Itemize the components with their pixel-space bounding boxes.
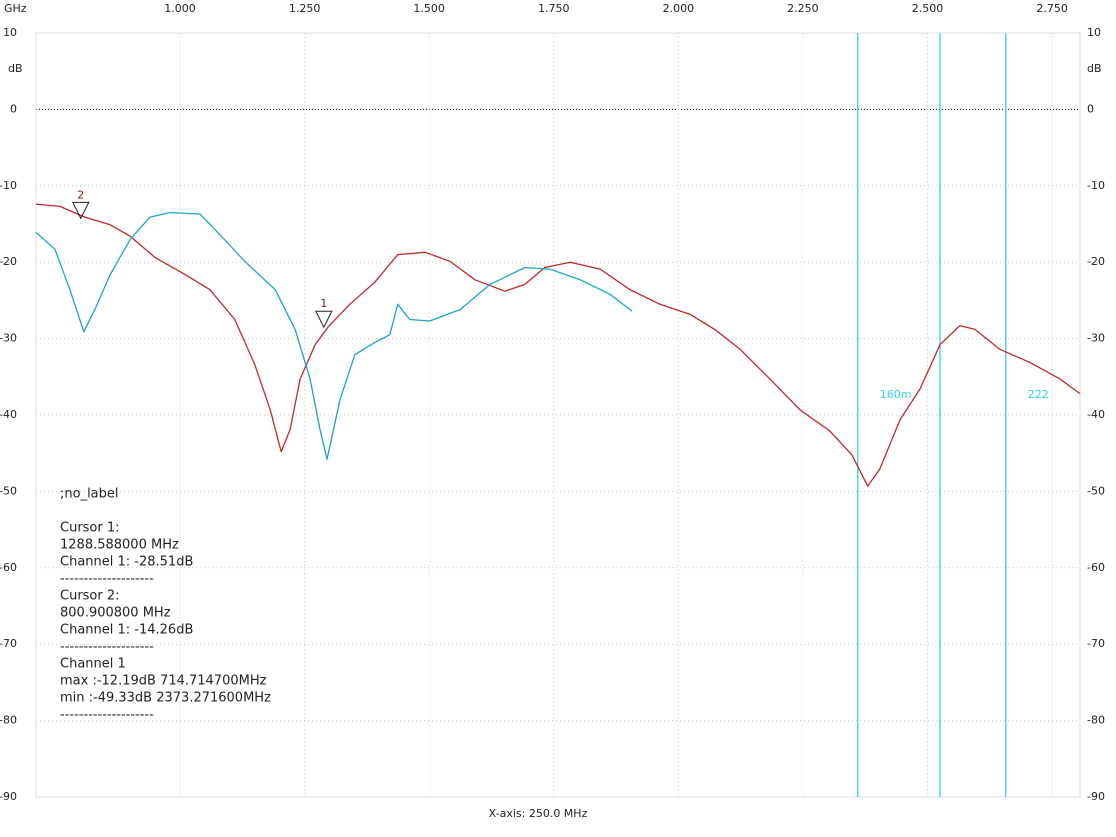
cursor-marker [71, 201, 90, 220]
annotation-line: -------------------- [60, 640, 154, 655]
cursor-marker-label: 2 [77, 188, 84, 201]
annotation-line: -------------------- [60, 572, 154, 587]
x-tick-label: 2.500 [912, 2, 944, 15]
y-unit-right: dB [1087, 62, 1102, 75]
y-tick-label-right: -60 [1087, 561, 1105, 574]
y-tick-label-right: -30 [1087, 332, 1105, 345]
annotation-line: min :-49.33dB 2373.271600MHz [60, 691, 271, 706]
y-tick-label: -20 [0, 255, 17, 268]
y-tick-label: -10 [0, 179, 17, 192]
cursor-marker-label: 1 [320, 297, 327, 310]
annotation-line: ;no_label [60, 487, 119, 502]
y-tick-label: -80 [0, 714, 17, 727]
x-tick-label: 2.250 [787, 2, 819, 15]
x-tick-label: 1.250 [289, 2, 321, 15]
limit-line-label: 160m [880, 388, 912, 401]
y-tick-label-right: -90 [1087, 790, 1105, 803]
y-tick-label: 0 [10, 102, 17, 115]
y-tick-label: -30 [0, 332, 17, 345]
annotation-line: 1288.588000 MHz [60, 538, 179, 553]
y-tick-label: 10 [3, 26, 17, 39]
y-tick-label-right: 10 [1087, 26, 1101, 39]
y-tick-label: -90 [0, 790, 17, 803]
x-tick-label: 1.000 [164, 2, 196, 15]
plot-frame [35, 32, 1081, 798]
y-tick-label-right: -70 [1087, 637, 1105, 650]
x-tick-label: 1.750 [538, 2, 570, 15]
y-tick-label: -50 [0, 484, 17, 497]
y-tick-label-right: -50 [1087, 484, 1105, 497]
annotation-line: Channel 1: -14.26dB [60, 623, 193, 638]
y-tick-label: -40 [0, 408, 17, 421]
y-unit: dB [8, 62, 23, 75]
y-tick-label-right: -20 [1087, 255, 1105, 268]
y-tick-label: -70 [0, 637, 17, 650]
series-line [35, 203, 1081, 487]
annotation-line: Cursor 1: [60, 521, 120, 536]
x-tick-label: 2.750 [1036, 2, 1068, 15]
y-tick-label-right: 0 [1087, 102, 1094, 115]
y-tick-label-right: -40 [1087, 408, 1105, 421]
annotation-line: Cursor 2: [60, 589, 120, 604]
y-tick-label: -60 [0, 561, 17, 574]
cursor-marker [315, 310, 333, 329]
annotation-line: 800.900800 MHz [60, 606, 171, 621]
y-tick-label-right: -10 [1087, 179, 1105, 192]
annotation-line: Channel 1 [60, 657, 126, 672]
x-axis-label: X-axis: 250.0 MHz [489, 807, 588, 820]
annotation-line: Channel 1: -28.51dB [60, 555, 193, 570]
annotation-line: max :-12.19dB 714.714700MHz [60, 674, 267, 689]
y-tick-label-right: -80 [1087, 714, 1105, 727]
series-line [35, 211, 633, 460]
limit-line-label: 222 [1028, 388, 1049, 401]
x-tick-label: 2.000 [663, 2, 695, 15]
x-unit: GHz [4, 2, 27, 15]
annotation-line: -------------------- [60, 708, 154, 723]
x-tick-label: 1.500 [413, 2, 445, 15]
